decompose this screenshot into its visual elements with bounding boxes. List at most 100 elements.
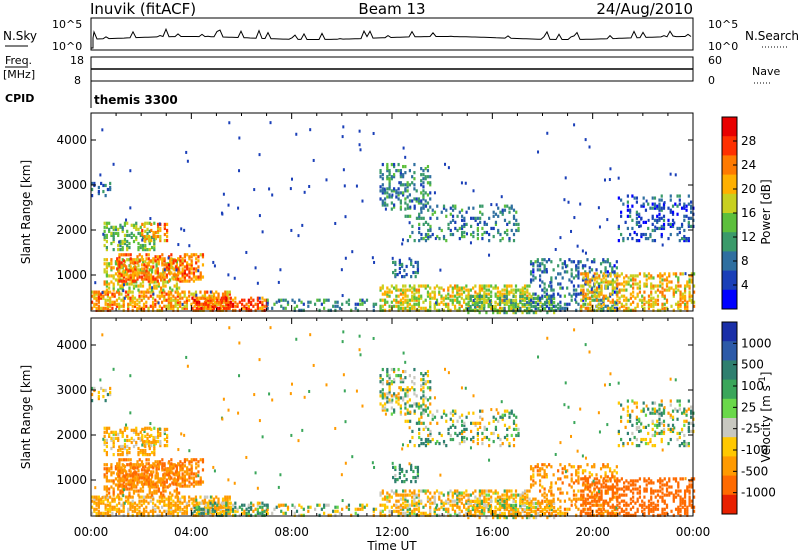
power-cell — [483, 306, 486, 311]
power-cell — [154, 277, 157, 281]
power-cell — [115, 302, 119, 306]
power-cell — [133, 304, 137, 308]
power-cell — [142, 290, 146, 294]
power-cell — [172, 273, 175, 277]
power-cell — [467, 304, 470, 308]
power-cell — [688, 274, 691, 278]
power-cell — [629, 278, 632, 282]
power-cell — [483, 300, 486, 305]
power-cell — [168, 279, 171, 283]
power-cell — [420, 183, 423, 187]
power-cell — [616, 290, 619, 294]
power-cell — [110, 241, 113, 246]
velocity-cell — [158, 501, 161, 505]
velocity-cell — [153, 442, 156, 447]
power-cell — [476, 302, 479, 307]
velocity-cell — [433, 499, 436, 503]
power-cell — [563, 262, 567, 266]
velocity-cell — [147, 466, 150, 470]
power-cell — [627, 276, 630, 280]
power-cell — [653, 204, 657, 208]
power-cell — [404, 187, 407, 191]
velocity-cell — [137, 436, 140, 440]
power-cell — [656, 284, 660, 288]
power-cell — [122, 253, 126, 257]
power-cell — [625, 308, 628, 312]
power-cell — [494, 300, 497, 305]
power-cell — [302, 308, 305, 312]
power-cell — [417, 201, 421, 205]
power-cell — [179, 263, 182, 267]
power-cell — [97, 306, 100, 310]
power-cell — [658, 226, 661, 231]
velocity-cell — [261, 513, 264, 517]
velocity-cell — [135, 440, 138, 445]
power-cell — [383, 189, 387, 193]
power-cell — [128, 282, 131, 286]
power-cell — [463, 222, 466, 226]
power-cell — [512, 302, 515, 307]
velocity-cell — [109, 513, 112, 517]
power-cell — [221, 304, 225, 308]
velocity-cell — [381, 489, 384, 493]
power-cell — [595, 268, 598, 272]
power-cell — [147, 261, 150, 265]
power-cell — [534, 300, 538, 305]
velocity-cell — [325, 503, 328, 507]
velocity-cell — [388, 388, 391, 392]
velocity-cell — [462, 503, 466, 507]
power-cell — [132, 286, 136, 290]
power-cell — [402, 308, 405, 312]
power-cell — [254, 266, 257, 270]
power-cell — [379, 175, 382, 179]
power-cell — [643, 302, 646, 306]
velocity-cell — [361, 503, 364, 507]
velocity-cell — [123, 444, 127, 449]
velocity-cell — [388, 493, 391, 497]
power-cell — [383, 308, 387, 312]
velocity-cell — [383, 396, 387, 400]
power-cell — [158, 304, 161, 308]
power-cell — [386, 195, 389, 199]
y-tick-label: 3000 — [56, 178, 87, 192]
power-cell — [584, 280, 587, 284]
velocity-cell — [192, 478, 196, 482]
power-cell — [426, 284, 430, 288]
velocity-cell — [117, 483, 120, 487]
power-cell — [124, 290, 128, 294]
power-cell — [661, 274, 664, 278]
velocity-cell — [420, 384, 423, 388]
power-cell — [653, 218, 657, 222]
velocity-cell — [151, 505, 155, 509]
power-cell — [442, 236, 446, 241]
power-cell — [465, 222, 468, 226]
velocity-cell — [152, 480, 155, 484]
velocity-cell — [147, 476, 150, 480]
power-cell — [130, 282, 133, 286]
velocity-cell — [433, 507, 436, 511]
velocity-cell — [129, 495, 132, 499]
power-cell — [117, 274, 120, 278]
power-cell — [476, 304, 479, 308]
power-cell — [501, 210, 504, 214]
power-cell — [118, 296, 121, 300]
power-cell — [183, 255, 187, 259]
power-cell — [688, 280, 691, 284]
power-cell — [471, 294, 474, 298]
power-cell — [137, 288, 140, 292]
velocity-cell — [136, 478, 139, 482]
power-cell — [479, 220, 482, 224]
power-cell — [144, 229, 147, 233]
velocity-cell — [181, 478, 184, 482]
velocity-cell — [142, 501, 146, 505]
power-cell — [557, 272, 560, 276]
velocity-cell — [111, 507, 114, 511]
power-cell — [663, 308, 666, 312]
power-cell — [416, 260, 420, 265]
velocity-cell — [201, 509, 204, 513]
velocity-cell — [145, 505, 148, 509]
power-cell — [406, 203, 409, 207]
power-cell — [198, 296, 201, 300]
velocity-cell — [97, 394, 100, 399]
power-cell — [140, 298, 143, 302]
